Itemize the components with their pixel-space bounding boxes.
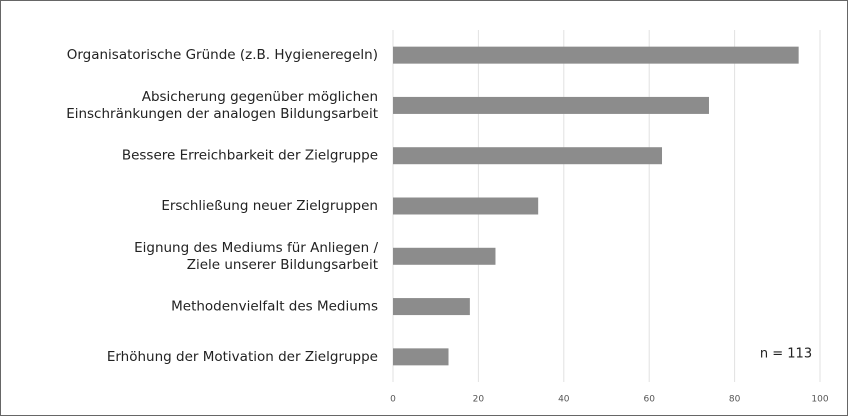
category-label: Erhöhung der Motivation der Zielgruppe	[107, 349, 378, 365]
category-line: Erschließung neuer Zielgruppen	[161, 198, 378, 214]
bar	[393, 46, 799, 64]
x-tick-label: 40	[558, 395, 570, 405]
annotation: n = 113	[760, 347, 812, 362]
category-line: Methodenvielfalt des Mediums	[171, 299, 378, 315]
x-tick-label: 60	[643, 395, 655, 405]
category-line: Einschränkungen der analogen Bildungsarb…	[66, 106, 378, 122]
category-line: Erhöhung der Motivation der Zielgruppe	[107, 349, 378, 365]
category-label: Methodenvielfalt des Mediums	[171, 299, 378, 315]
x-tick-label: 80	[729, 395, 741, 405]
category-label: Absicherung gegenüber möglichen Einschrän…	[66, 89, 378, 122]
category-label: Organisatorische Gründe (z.B. Hygienereg…	[67, 47, 378, 63]
x-tick-label: 0	[390, 395, 396, 405]
category-line: Eignung des Mediums für Anliegen /	[134, 240, 378, 256]
category-label: Erschließung neuer Zielgruppen	[161, 198, 378, 214]
bar	[393, 247, 496, 265]
bar	[393, 298, 470, 316]
category-label: Eignung des Mediums für Anliegen / Ziele …	[134, 240, 378, 273]
bar	[393, 348, 449, 366]
bar	[393, 96, 709, 114]
x-tick-label: 20	[473, 395, 485, 405]
category-line: Organisatorische Gründe (z.B. Hygienereg…	[67, 47, 378, 63]
category-line: Ziele unserer Bildungsarbeit	[187, 257, 378, 273]
bar	[393, 197, 539, 215]
category-label: Bessere Erreichbarkeit der Zielgruppe	[122, 148, 378, 164]
bar	[393, 147, 663, 165]
category-line: Absicherung gegenüber möglichen	[142, 89, 378, 105]
category-line: Bessere Erreichbarkeit der Zielgruppe	[122, 148, 378, 164]
x-tick-label: 100	[811, 395, 828, 405]
